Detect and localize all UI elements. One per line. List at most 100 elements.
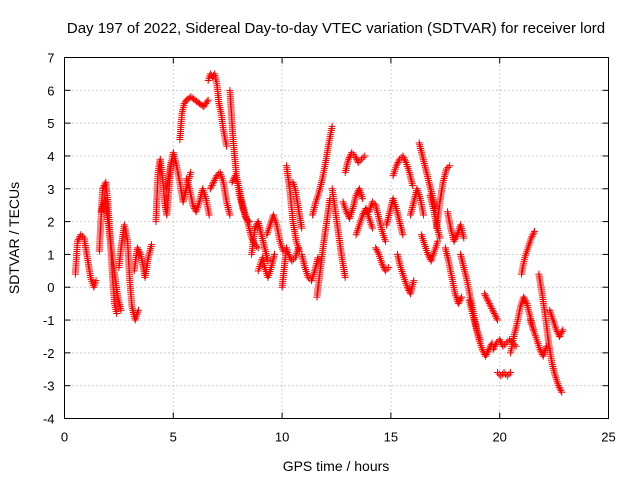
data-point (558, 388, 566, 396)
data-point (454, 300, 462, 308)
data-point (359, 195, 367, 203)
x-tick-label: 15 (384, 430, 398, 445)
data-point (555, 383, 563, 391)
data-point (490, 344, 498, 352)
data-point (520, 293, 528, 301)
data-point (210, 178, 218, 186)
data-point (490, 309, 498, 317)
y-tick-label: -2 (43, 346, 55, 361)
data-point (285, 252, 293, 260)
data-point (444, 163, 452, 171)
data-point (499, 342, 507, 350)
data-point (403, 283, 411, 291)
data-point (482, 293, 490, 301)
y-tick-label: 1 (47, 247, 54, 262)
data-point (446, 162, 454, 170)
data-point (229, 177, 237, 185)
data-point (117, 306, 125, 314)
data-point (450, 237, 458, 245)
data-point (285, 250, 293, 258)
data-point (372, 245, 380, 253)
y-tick-label: 4 (47, 149, 54, 164)
data-point (460, 234, 468, 242)
x-tick-label: 0 (61, 430, 68, 445)
data-point (436, 234, 444, 242)
data-point (522, 298, 530, 306)
data-point (420, 211, 428, 219)
y-tick-label: 0 (47, 280, 54, 295)
data-point (442, 165, 450, 173)
y-tick-label: 6 (47, 83, 54, 98)
x-tick-label: 10 (275, 430, 289, 445)
axis-ticks (64, 57, 609, 419)
x-tick-label: 20 (492, 430, 506, 445)
data-point (378, 260, 386, 268)
data-point (190, 203, 198, 211)
data-point (494, 369, 502, 377)
data-point (361, 152, 369, 160)
data-point (494, 316, 502, 324)
data-point (254, 244, 262, 252)
data-point (203, 98, 211, 106)
data-point (328, 122, 336, 130)
y-tick-label: 7 (47, 51, 54, 66)
data-point (501, 341, 509, 349)
data-point (556, 332, 564, 340)
data-point (485, 298, 493, 306)
data-point (211, 175, 219, 183)
data-point (341, 273, 349, 281)
data-point (404, 285, 412, 293)
data-point (537, 347, 545, 355)
data-point (552, 326, 560, 334)
data-point (374, 249, 382, 257)
data-point (368, 198, 376, 206)
data-point (394, 159, 402, 167)
data-point (558, 328, 566, 336)
data-point (359, 154, 367, 162)
data-point (457, 295, 465, 303)
data-point (493, 314, 501, 322)
chart-title: Day 197 of 2022, Sidereal Day-to-day VTE… (67, 20, 605, 37)
data-point (410, 277, 418, 285)
data-point (270, 250, 278, 258)
data-point (399, 231, 407, 239)
data-point (373, 247, 381, 255)
data-point (206, 185, 214, 193)
data-point (298, 224, 306, 232)
data-point (133, 244, 141, 252)
data-point (556, 331, 564, 339)
data-point (383, 265, 391, 273)
data-point (484, 296, 492, 304)
data-point (487, 303, 495, 311)
data-point (370, 200, 378, 208)
y-tick-label: 5 (47, 116, 54, 131)
data-point (529, 231, 537, 239)
data-point (527, 234, 535, 242)
data-point (78, 232, 86, 240)
data-point (208, 181, 216, 189)
data-point (351, 152, 359, 160)
data-point (536, 346, 544, 354)
data-point (505, 370, 513, 378)
y-tick-label: -3 (43, 379, 55, 394)
data-point (77, 231, 85, 239)
x-tick-label: 25 (601, 430, 615, 445)
data-point (503, 372, 511, 380)
data-point (348, 149, 356, 157)
data-point (500, 369, 508, 377)
data-point (455, 298, 463, 306)
data-point (92, 277, 100, 285)
y-tick-label: -4 (43, 412, 55, 427)
data-point (451, 236, 459, 244)
data-point (213, 172, 221, 180)
data-point (288, 257, 296, 265)
data-point (134, 245, 142, 253)
data-point (264, 257, 272, 265)
data-point (209, 180, 217, 188)
data-point (452, 234, 460, 242)
y-axis-label: SDTVAR / TECUs (6, 182, 22, 294)
data-point (491, 342, 499, 350)
data-point (492, 313, 500, 321)
data-point (372, 244, 380, 252)
data-point (478, 346, 486, 354)
